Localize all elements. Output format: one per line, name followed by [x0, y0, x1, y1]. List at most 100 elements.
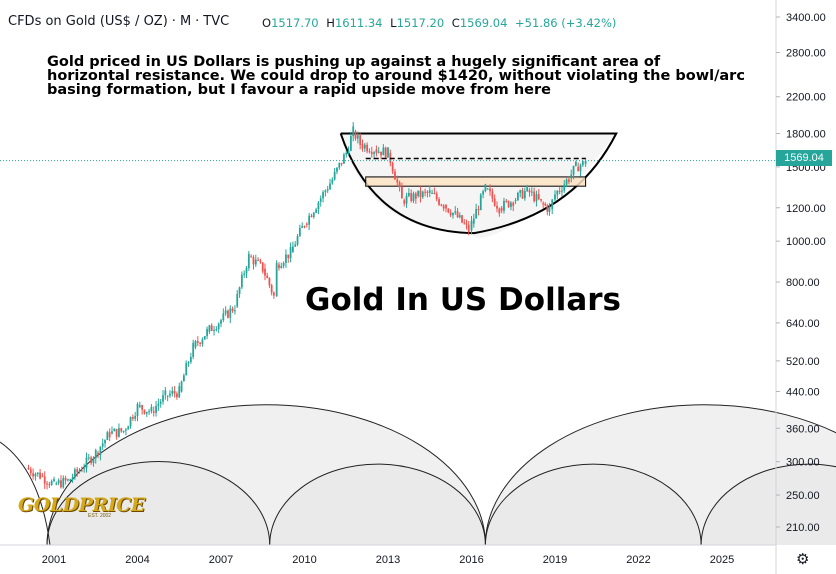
candle-body [275, 262, 278, 297]
candle-body [551, 199, 554, 210]
candle-body [359, 135, 362, 145]
candle-body [458, 215, 461, 218]
candle-body [465, 223, 468, 225]
candle-body [463, 222, 466, 224]
candle-body [387, 147, 389, 158]
candle-body [449, 212, 452, 216]
candle-body [461, 215, 463, 223]
candle-body [125, 429, 127, 431]
candle-body [380, 151, 382, 156]
candle-body [475, 209, 478, 219]
cycle-arc-small-0 [46, 461, 271, 546]
candle-body [403, 200, 406, 204]
candle-body [245, 268, 248, 274]
candle-body [484, 184, 487, 192]
candle-body [345, 152, 348, 155]
candle-body [329, 183, 331, 190]
candle-body [201, 339, 204, 344]
candle-body [272, 292, 275, 296]
candle-body [438, 199, 440, 205]
candle-body [308, 215, 311, 225]
candle-body [363, 144, 366, 149]
candle-body [27, 467, 30, 470]
candle-body [78, 470, 81, 473]
candle-body [533, 191, 536, 202]
candle-body [442, 205, 445, 209]
candle-body [467, 224, 470, 233]
candle-body [62, 477, 65, 488]
interval-label[interactable]: M [179, 14, 192, 29]
symbol-title[interactable]: CFDs on Gold (US$ / OZ) [8, 14, 168, 29]
candle-body [544, 203, 547, 206]
candle-body [523, 191, 526, 199]
candle-body [292, 246, 294, 253]
candle-body [336, 167, 338, 172]
candle-body [426, 191, 429, 193]
candle-body [43, 476, 46, 484]
candle-body [384, 147, 387, 158]
candle-body [250, 256, 253, 258]
x-tick-label: 2025 [710, 554, 734, 566]
candle-body [373, 152, 375, 155]
candle-body [285, 254, 287, 264]
candle-body [368, 151, 371, 153]
candle-body [310, 215, 313, 217]
candle-body [574, 161, 577, 166]
candle-body [162, 395, 164, 402]
candle-body [134, 415, 137, 419]
candle-body [29, 469, 32, 474]
candle-body [356, 135, 359, 139]
candle-body [482, 191, 484, 195]
candle-body [238, 287, 241, 294]
candle-body [247, 253, 250, 269]
candle-body [69, 479, 72, 481]
candle-body [145, 411, 148, 414]
bowl-outline [339, 132, 618, 235]
candle-body [581, 161, 584, 166]
candle-body [338, 162, 341, 168]
candle-body [377, 151, 380, 153]
cycle-arc-small-2 [484, 463, 702, 546]
y-tick-label: 250.00 [786, 490, 820, 502]
cycle-arc-partial [0, 441, 51, 546]
candle-body [530, 191, 533, 193]
x-tick-label: 2007 [209, 554, 233, 566]
candle-body [394, 171, 396, 180]
candle-body [349, 136, 352, 151]
candle-body [259, 260, 262, 263]
candle-body [572, 165, 575, 175]
y-tick-label: 2200.00 [786, 92, 826, 104]
candle-body [514, 200, 517, 202]
x-tick-label: 2001 [42, 554, 66, 566]
candle-body [240, 274, 243, 288]
gear-icon[interactable]: ⚙ [796, 551, 810, 568]
candle-body [554, 194, 556, 200]
candle-body [340, 162, 343, 164]
candle-body [479, 194, 482, 210]
candle-body [222, 313, 225, 321]
candle-body [203, 336, 206, 340]
candle-body [333, 171, 336, 180]
candle-body [565, 179, 568, 185]
candle-body [182, 375, 185, 382]
candle-body [287, 254, 290, 259]
candle-body [176, 393, 178, 398]
candle-body [80, 470, 83, 472]
candle-body [73, 469, 76, 478]
candle-body [447, 208, 450, 213]
symbol-header[interactable]: CFDs on Gold (US$ / OZ) · M · TVC [8, 14, 230, 29]
candle-body [257, 259, 260, 261]
candle-body [138, 405, 141, 407]
candle-body [39, 472, 41, 479]
candle-body [496, 205, 498, 209]
candle-body [83, 467, 86, 469]
candle-body [470, 220, 473, 231]
candle-body [280, 265, 283, 269]
candle-body [454, 211, 457, 213]
candle-body [270, 285, 273, 293]
candle-body [53, 479, 55, 482]
candle-body [166, 395, 169, 397]
candle-body [236, 293, 239, 307]
candle-body [519, 190, 522, 193]
